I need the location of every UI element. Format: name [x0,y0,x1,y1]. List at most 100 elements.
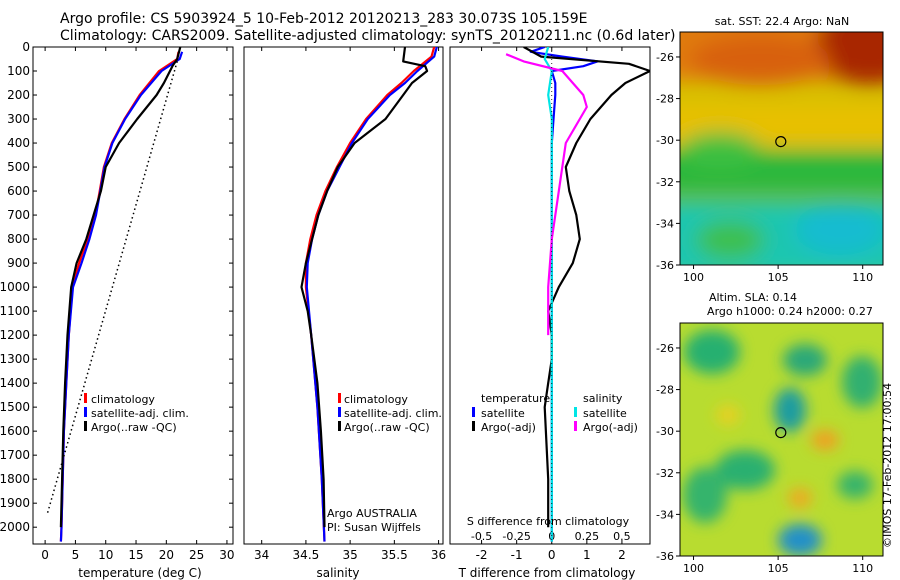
profile-line-argo-raw-qc- [59,47,182,528]
depth-tick-label: 2000 [0,520,30,534]
float-owner-line2: PI: Susan Wijffels [327,521,421,534]
latitude-tick-label: -28 [656,93,674,106]
legend-swatch-temp-satellite [472,407,475,417]
depth-tick-label: 1600 [0,424,30,438]
depth-tick-label: 1200 [0,328,30,342]
t-difference-xlabel: T difference from climatology [458,566,636,580]
sla-warm-blob [788,488,812,508]
sla-map-frame [679,322,884,557]
depth-tick-label: 1700 [0,448,30,462]
x-tick-label: 2 [618,548,626,562]
sla-blob [774,388,806,432]
difference-legend: temperature satellite Argo(-adj) salinit… [472,392,638,434]
legend-header-salinity: salinity [583,392,623,405]
temperature-plot-frame [32,46,234,545]
legend-swatch-satellite [84,407,87,417]
legend-label-satellite: satellite-adj. clim. [344,407,442,420]
legend-swatch-sal-satellite [574,407,577,417]
sst-heatmap [680,32,883,265]
difference-panel: -2 -1 0 1 2 -0.5 -0.25 0 0.25 0.5 T difference f… [449,46,651,580]
x-tick-label: 35 [342,548,357,562]
depth-tick-label: 1300 [0,352,30,366]
longitude-tick-label: 110 [852,271,873,284]
legend-label-climatology: climatology [344,393,408,406]
legend-label-temp-argo: Argo(-adj) [481,421,536,434]
latitude-tick-label: -26 [656,342,674,355]
s-difference-tick-label: 0.5 [613,530,631,543]
depth-tick-label: 0 [22,40,30,54]
latitude-tick-label: -30 [656,425,674,438]
float-owner-line1: Argo AUSTRALIA [327,507,417,520]
depth-tick-label: 1100 [0,304,30,318]
depth-tick-label: 1900 [0,496,30,510]
difference-plot-frame [449,46,651,545]
depth-tick-label: 700 [7,208,30,222]
latitude-tick-label: -34 [656,217,674,230]
sla-map-title-line2: Argo h1000: 0.24 h2000: 0.27 [707,305,873,318]
s-difference-label: S difference from climatology [467,515,630,528]
legend-swatch-climatology [84,393,87,403]
x-tick-label: 25 [189,548,204,562]
depth-tick-label: 900 [7,256,30,270]
longitude-tick-label: 110 [852,562,873,575]
profile-line-temperature-argo-adj- [523,47,650,528]
salinity-axis-ticks: 34 34.5 35 35.5 36 [254,47,446,562]
x-tick-label: -2 [476,548,488,562]
sla-blob [683,467,727,523]
legend-swatch-argo [338,421,341,431]
depth-tick-label: 500 [7,160,30,174]
sla-field [683,330,882,556]
figure-title-line1: Argo profile: CS 5903924_5 10-Feb-2012 2… [60,11,588,27]
sla-warm-blob [716,405,740,425]
sst-cool-lobe [680,132,760,168]
temperature-panel: 0100200300400500600700800900100011001200… [0,40,650,580]
temperature-profile-lines [46,47,184,542]
sla-warm-blob [811,430,839,450]
legend-swatch-satellite [338,407,341,417]
temperature-axis-ticks: 0 5 10 15 20 25 30 [41,47,235,562]
s-difference-tick-label: -0.5 [471,530,492,543]
latitude-tick-label: -30 [656,134,674,147]
legend-swatch-sal-argo [574,421,577,431]
salinity-panel: 34 34.5 35 35.5 36 salinity climatology sate… [243,46,446,580]
depth-tick-label: 600 [7,184,30,198]
legend-label-argo: Argo(..raw -QC) [91,421,177,434]
depth-tick-label: 200 [7,88,30,102]
legend-swatch-temp-argo [472,421,475,431]
temperature-legend: climatology satellite-adj. clim. Argo(..… [84,393,189,434]
depth-tick-label: 1000 [0,280,30,294]
sla-blob [715,450,775,490]
legend-swatch-argo [84,421,87,431]
legend-label-sal-satellite: satellite [583,407,627,420]
depth-tick-label: 1400 [0,376,30,390]
latitude-tick-label: -32 [656,176,674,189]
sst-map-axis-ticks: -26 -28 -30 -32 -34 -36 100 105 110 [656,51,873,284]
latitude-tick-label: -36 [656,550,674,563]
s-difference-tick-label: 0.25 [575,530,600,543]
x-tick-label: 15 [128,548,143,562]
longitude-tick-label: 105 [768,271,789,284]
sla-blob [842,356,882,408]
legend-label-climatology: climatology [91,393,155,406]
x-tick-label: 10 [98,548,113,562]
depth-tick-label: 800 [7,232,30,246]
depth-tick-label: 1500 [0,400,30,414]
x-tick-label: 34.5 [293,548,320,562]
latitude-tick-label: -34 [656,508,674,521]
sla-heatmap [680,323,883,556]
x-tick-label: 0 [41,548,49,562]
longitude-tick-label: 100 [683,562,704,575]
x-tick-label: -1 [511,548,523,562]
sst-map-panel: sat. SST: 22.4 Argo: NaN -26 -28 -30 -32 -34… [656,15,884,284]
latitude-tick-label: -26 [656,51,674,64]
x-tick-label: 20 [159,548,174,562]
legend-label-argo: Argo(..raw -QC) [344,421,430,434]
legend-label-sal-argo: Argo(-adj) [583,421,638,434]
argo-position-marker [775,427,787,439]
legend-label-satellite: satellite-adj. clim. [91,407,189,420]
sla-map-panel: Altim. SLA: 0.14 Argo h1000: 0.24 h2000:… [656,291,884,575]
profile-line-argo-raw-qc- [300,47,429,528]
latitude-tick-label: -36 [656,259,674,272]
salinity-xlabel: salinity [316,566,359,580]
